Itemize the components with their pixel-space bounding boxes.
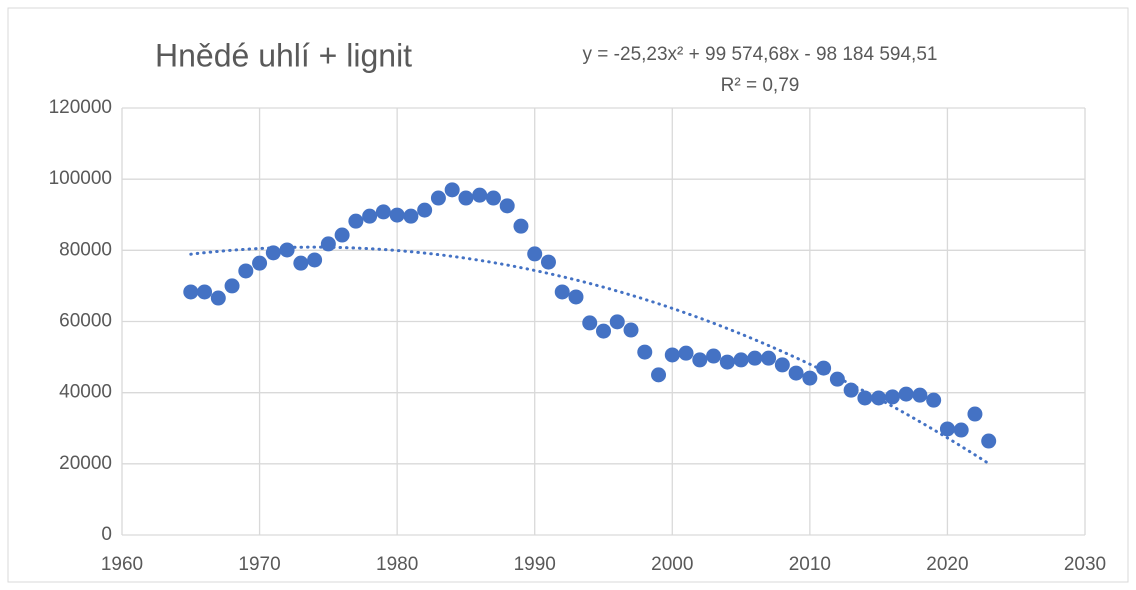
data-point bbox=[444, 182, 460, 198]
data-point bbox=[871, 390, 887, 406]
data-point bbox=[210, 290, 226, 306]
y-tick-label: 80000 bbox=[59, 239, 112, 260]
data-point bbox=[238, 263, 254, 279]
data-point bbox=[472, 187, 488, 203]
data-point bbox=[912, 387, 928, 403]
data-point bbox=[816, 360, 832, 376]
x-tick-label: 1980 bbox=[376, 554, 418, 575]
y-tick-label: 40000 bbox=[59, 382, 112, 403]
data-point bbox=[788, 365, 804, 381]
y-tick-label: 0 bbox=[101, 524, 112, 545]
data-point bbox=[829, 371, 845, 387]
x-tick-label: 2000 bbox=[651, 554, 693, 575]
data-point bbox=[458, 190, 474, 206]
data-point bbox=[802, 370, 818, 386]
data-point bbox=[706, 348, 722, 364]
data-point bbox=[417, 202, 433, 218]
data-point bbox=[499, 198, 515, 214]
data-point bbox=[582, 315, 598, 331]
data-point bbox=[926, 392, 942, 408]
data-point bbox=[389, 207, 405, 223]
y-tick-label: 20000 bbox=[59, 453, 112, 474]
data-point bbox=[485, 190, 501, 206]
data-point bbox=[651, 367, 667, 383]
x-tick-label: 1990 bbox=[514, 554, 556, 575]
data-point bbox=[362, 208, 378, 224]
data-point bbox=[967, 406, 983, 422]
x-tick-label: 1960 bbox=[101, 554, 143, 575]
x-tick-label: 2030 bbox=[1064, 554, 1106, 575]
data-point bbox=[334, 227, 350, 243]
data-point bbox=[857, 390, 873, 406]
trendline-equation: y = -25,23x² + 99 574,68x - 98 184 594,5… bbox=[583, 44, 938, 65]
y-tick-label: 120000 bbox=[49, 97, 112, 118]
data-point bbox=[898, 386, 914, 402]
data-point bbox=[761, 350, 777, 366]
data-point bbox=[279, 242, 295, 258]
data-point bbox=[293, 255, 309, 271]
y-tick-label: 60000 bbox=[59, 311, 112, 332]
data-point bbox=[403, 208, 419, 224]
data-point bbox=[307, 252, 323, 268]
y-tick-label: 100000 bbox=[49, 168, 112, 189]
data-point bbox=[197, 284, 213, 300]
data-point bbox=[540, 254, 556, 270]
x-tick-label: 2010 bbox=[789, 554, 831, 575]
trendline-r2: R² = 0,79 bbox=[721, 75, 800, 96]
data-point bbox=[375, 204, 391, 220]
data-point bbox=[843, 382, 859, 398]
data-point bbox=[678, 345, 694, 361]
data-point bbox=[596, 323, 611, 339]
data-point bbox=[664, 347, 680, 363]
data-point bbox=[320, 236, 336, 252]
data-point bbox=[884, 389, 900, 405]
data-point bbox=[637, 344, 653, 360]
data-point bbox=[719, 354, 735, 370]
data-point bbox=[348, 213, 364, 229]
data-point bbox=[774, 357, 790, 373]
data-point bbox=[692, 352, 708, 368]
x-tick-label: 1970 bbox=[238, 554, 280, 575]
data-point bbox=[265, 245, 281, 261]
data-point bbox=[513, 218, 529, 234]
chart-title: Hnědé uhlí + lignit bbox=[155, 37, 412, 73]
data-point bbox=[430, 190, 446, 206]
data-point bbox=[252, 255, 268, 271]
data-point bbox=[568, 289, 584, 305]
data-point bbox=[733, 352, 749, 368]
data-point bbox=[747, 350, 763, 366]
data-point bbox=[939, 421, 955, 437]
data-point bbox=[953, 422, 969, 438]
data-point bbox=[224, 278, 240, 294]
data-point bbox=[554, 284, 570, 300]
data-point bbox=[623, 322, 639, 338]
x-tick-label: 2020 bbox=[926, 554, 968, 575]
data-point bbox=[183, 284, 199, 300]
data-point bbox=[609, 314, 625, 330]
data-point bbox=[527, 246, 543, 262]
data-point bbox=[981, 433, 997, 449]
